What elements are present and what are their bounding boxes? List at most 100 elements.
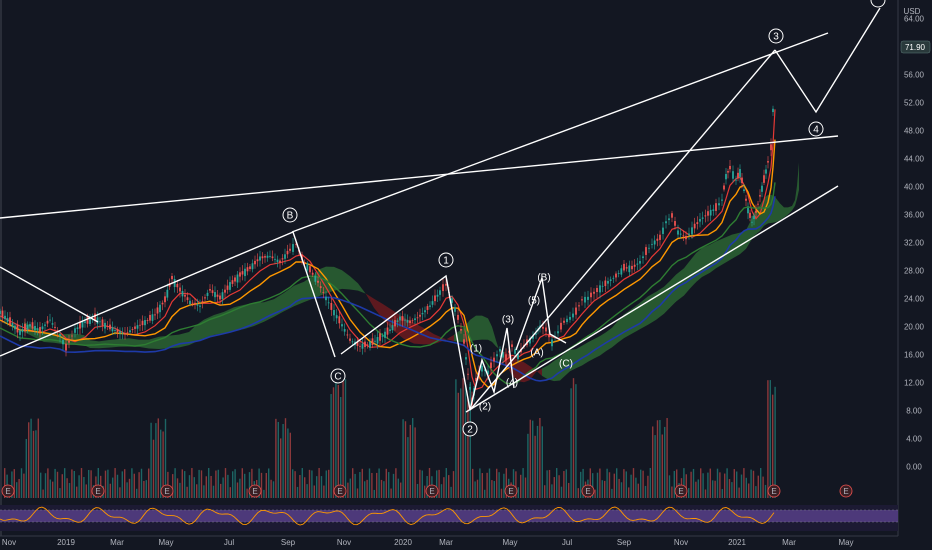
- wave-label: (C): [559, 359, 573, 370]
- volume-bar: [457, 392, 459, 498]
- candle-body: [154, 314, 156, 316]
- earnings-marker[interactable]: [767, 484, 781, 498]
- channel-line-upper[interactable]: [291, 32, 829, 233]
- earnings-marker[interactable]: [674, 484, 688, 498]
- volume-bar: [440, 484, 443, 498]
- candle-body: [467, 373, 469, 375]
- candle-body: [508, 350, 510, 353]
- candle-body: [289, 248, 291, 251]
- candle-body: [271, 256, 274, 259]
- volume-bar: [368, 468, 371, 498]
- channel-line-2019[interactable]: [0, 231, 294, 357]
- volume-bar: [700, 468, 702, 498]
- cloud-segment: [788, 206, 792, 215]
- sub-wave-1-5[interactable]: [469, 327, 515, 411]
- earnings-marker[interactable]: [839, 484, 853, 498]
- candle-body: [642, 256, 644, 259]
- candle-body: [211, 290, 214, 294]
- candle-body: [665, 221, 667, 224]
- candle-body: [104, 322, 106, 329]
- candle-body: [41, 326, 44, 330]
- candle-body: [65, 343, 67, 351]
- earnings-marker[interactable]: [504, 484, 518, 498]
- candle-body: [96, 317, 99, 324]
- volume-bar: [272, 481, 275, 498]
- candle-body: [693, 223, 696, 229]
- volume-bar: [328, 469, 330, 498]
- volume-bar: [203, 485, 205, 498]
- oscillator-pane: [0, 505, 898, 531]
- volume-bar: [647, 475, 649, 498]
- earnings-marker[interactable]: [425, 484, 439, 498]
- x-tick-label: Sep: [617, 538, 632, 547]
- candle-body: [29, 324, 31, 327]
- volume-bars: [4, 378, 776, 498]
- candle-body: [560, 322, 562, 330]
- volume-bar: [656, 420, 659, 498]
- cloud-segment: [594, 336, 600, 359]
- volume-bar: [246, 488, 248, 498]
- candle-body: [229, 282, 231, 290]
- volume-bar: [536, 425, 539, 498]
- candle-body: [173, 279, 176, 287]
- cloud-segment: [702, 244, 710, 277]
- cloud-segment: [358, 283, 366, 295]
- volume-bar: [136, 488, 138, 498]
- volume-bar: [114, 468, 116, 498]
- volume-bar: [301, 468, 303, 498]
- volume-bar: [140, 468, 143, 498]
- volume-bar: [217, 469, 219, 498]
- wave-leg-b-c[interactable]: [292, 231, 336, 358]
- wave-label-circle: [768, 28, 784, 44]
- elliott-wave-drawing[interactable]: [0, 7, 881, 413]
- earnings-marker-label: E: [678, 487, 683, 496]
- candle-body: [631, 265, 633, 270]
- volume-bar: [527, 433, 529, 498]
- x-tick-label: 2020: [394, 538, 412, 547]
- earnings-marker[interactable]: [160, 484, 174, 498]
- earnings-marker[interactable]: [581, 484, 595, 498]
- earnings-marker[interactable]: [91, 484, 105, 498]
- volume-bar: [577, 488, 579, 498]
- candle-body: [376, 337, 379, 344]
- candle-body: [201, 301, 204, 303]
- cloud-segment: [536, 368, 542, 376]
- cloud-segment: [696, 248, 702, 283]
- wave-leg-1-2[interactable]: [340, 274, 471, 411]
- volume-bar: [236, 482, 239, 498]
- time-axis[interactable]: Nov 2019 Mar May Jul Sep Nov 2020 Mar May Jul Sep No…: [0, 535, 932, 550]
- cloud-segment: [690, 253, 696, 289]
- sub-wave-a-b-c[interactable]: [515, 277, 567, 351]
- volume-bar: [397, 478, 399, 498]
- channel-line-lower[interactable]: [465, 185, 839, 413]
- candle-body: [51, 323, 54, 325]
- candle-body: [735, 179, 737, 181]
- candle-body: [596, 288, 598, 292]
- earnings-marker[interactable]: [1, 484, 15, 498]
- candle-body: [389, 329, 391, 331]
- candle-body: [514, 349, 516, 354]
- volume-bar: [714, 480, 716, 498]
- volume-bar: [625, 471, 627, 498]
- candle-body: [26, 324, 29, 330]
- candle-body: [612, 277, 615, 279]
- volume-bar: [78, 475, 80, 498]
- wave-label: C: [334, 372, 341, 383]
- volume-bar: [47, 468, 49, 498]
- wave-leg-2-3[interactable]: [469, 49, 776, 411]
- volume-bar: [335, 378, 337, 498]
- x-tick-label: Jul: [224, 538, 234, 547]
- earnings-marker[interactable]: [333, 484, 347, 498]
- candle-body: [259, 256, 261, 261]
- wave-leg-3-4-5[interactable]: [774, 7, 881, 114]
- volume-bar: [529, 419, 531, 498]
- ma-long: [0, 196, 776, 382]
- cloud-segment: [334, 266, 342, 291]
- earnings-marker[interactable]: [248, 484, 262, 498]
- volume-bar: [64, 468, 66, 498]
- volume-bar: [80, 468, 83, 498]
- wave-leg-pre-2019[interactable]: [0, 266, 99, 323]
- long-trendline-upper[interactable]: [0, 135, 839, 219]
